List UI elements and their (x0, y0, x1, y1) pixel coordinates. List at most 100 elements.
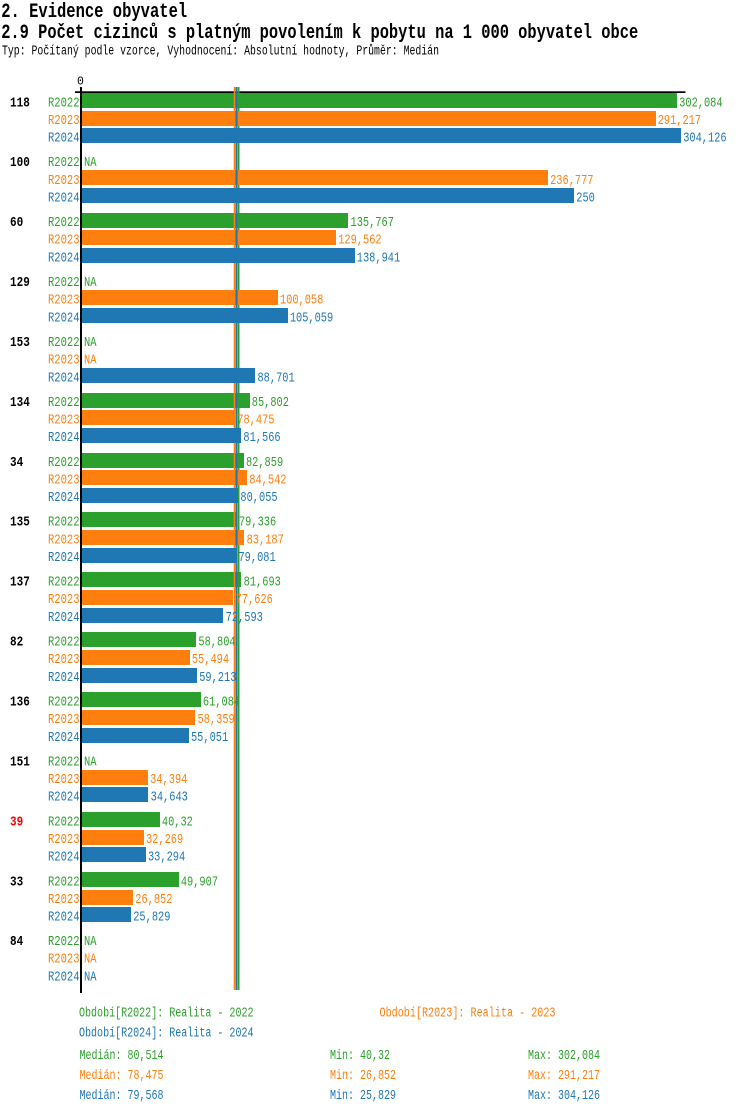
svg-text:88,701: 88,701 (257, 371, 294, 386)
svg-text:R2022: R2022 (48, 96, 80, 111)
svg-text:79,081: 79,081 (238, 551, 275, 566)
svg-text:R2024: R2024 (48, 671, 80, 686)
svg-text:R2022: R2022 (48, 935, 80, 950)
svg-text:61,084: 61,084 (203, 696, 240, 711)
svg-text:R2022: R2022 (48, 576, 80, 591)
svg-text:R2023: R2023 (48, 893, 80, 908)
svg-text:R2023: R2023 (48, 653, 80, 668)
svg-text:NA: NA (84, 336, 97, 351)
svg-text:100: 100 (10, 156, 30, 171)
svg-text:40,32: 40,32 (162, 815, 193, 830)
svg-text:R2024: R2024 (48, 431, 80, 446)
svg-text:R2023: R2023 (48, 174, 80, 189)
svg-text:34,394: 34,394 (150, 773, 187, 788)
svg-text:135,767: 135,767 (351, 216, 394, 231)
svg-text:59,213: 59,213 (199, 671, 236, 686)
svg-text:R2023: R2023 (48, 473, 80, 488)
svg-text:Medián: 79,568: Medián: 79,568 (80, 1089, 164, 1104)
svg-text:NA: NA (84, 970, 97, 985)
svg-text:NA: NA (84, 953, 97, 968)
svg-text:291,217: 291,217 (658, 114, 701, 129)
svg-text:R2023: R2023 (48, 713, 80, 728)
svg-text:82: 82 (10, 636, 23, 651)
svg-text:81,693: 81,693 (244, 576, 281, 591)
svg-text:2.9 Počet cizinců s platným po: 2.9 Počet cizinců s platným povolením k … (1, 22, 638, 45)
svg-text:R2023: R2023 (48, 234, 80, 249)
svg-text:R2023: R2023 (48, 593, 80, 608)
svg-text:NA: NA (84, 276, 97, 291)
svg-text:Medián: 78,475: Medián: 78,475 (80, 1069, 164, 1084)
svg-text:34: 34 (10, 456, 23, 471)
svg-text:39: 39 (10, 815, 23, 830)
svg-text:153: 153 (10, 336, 30, 351)
svg-text:R2022: R2022 (48, 216, 80, 231)
svg-text:84,542: 84,542 (249, 473, 286, 488)
svg-text:Min: 25,829: Min: 25,829 (330, 1089, 396, 1104)
svg-text:Typ: Počítaný podle vzorce, Vy: Typ: Počítaný podle vzorce, Vyhodnocení:… (2, 45, 439, 60)
svg-text:Max: 291,217: Max: 291,217 (528, 1069, 600, 1084)
svg-text:R2024: R2024 (48, 611, 80, 626)
svg-text:118: 118 (10, 96, 30, 111)
svg-text:138,941: 138,941 (357, 251, 400, 266)
svg-text:R2023: R2023 (48, 773, 80, 788)
svg-text:85,802: 85,802 (252, 396, 289, 411)
svg-text:32,269: 32,269 (146, 833, 183, 848)
svg-text:R2022: R2022 (48, 156, 80, 171)
svg-text:R2024: R2024 (48, 371, 80, 386)
svg-text:83,187: 83,187 (247, 533, 284, 548)
svg-text:33: 33 (10, 875, 23, 890)
svg-text:151: 151 (10, 755, 30, 770)
svg-text:R2022: R2022 (48, 336, 80, 351)
svg-text:R2022: R2022 (48, 696, 80, 711)
svg-text:25,829: 25,829 (133, 911, 170, 926)
svg-text:NA: NA (84, 156, 97, 171)
svg-text:84: 84 (10, 935, 23, 950)
svg-text:R2023: R2023 (48, 533, 80, 548)
svg-text:R2024: R2024 (48, 491, 80, 506)
svg-text:105,059: 105,059 (290, 311, 333, 326)
svg-text:R2022: R2022 (48, 636, 80, 651)
svg-text:R2024: R2024 (48, 970, 80, 985)
svg-text:Max: 304,126: Max: 304,126 (528, 1089, 600, 1104)
svg-text:R2024: R2024 (48, 251, 80, 266)
svg-text:R2023: R2023 (48, 354, 80, 369)
svg-text:R2024: R2024 (48, 911, 80, 926)
svg-text:134: 134 (10, 396, 30, 411)
svg-text:129,562: 129,562 (338, 234, 381, 249)
svg-text:302,084: 302,084 (679, 96, 722, 111)
svg-text:R2022: R2022 (48, 875, 80, 890)
svg-text:NA: NA (84, 354, 97, 369)
svg-text:34,643: 34,643 (151, 791, 188, 806)
svg-text:R2022: R2022 (48, 276, 80, 291)
svg-text:Medián: 80,514: Medián: 80,514 (80, 1049, 164, 1064)
svg-text:R2023: R2023 (48, 294, 80, 309)
svg-text:136: 136 (10, 696, 30, 711)
svg-text:55,051: 55,051 (191, 731, 228, 746)
svg-text:304,126: 304,126 (683, 132, 726, 147)
svg-text:Max: 302,084: Max: 302,084 (528, 1049, 600, 1064)
svg-text:72,593: 72,593 (226, 611, 263, 626)
svg-text:58,804: 58,804 (198, 636, 235, 651)
svg-text:82,859: 82,859 (246, 456, 283, 471)
svg-text:R2024: R2024 (48, 791, 80, 806)
svg-text:26,852: 26,852 (135, 893, 172, 908)
svg-text:R2024: R2024 (48, 311, 80, 326)
svg-text:NA: NA (84, 755, 97, 770)
svg-text:Období[R2023]: Realita - 2023: Období[R2023]: Realita - 2023 (380, 1007, 556, 1022)
svg-text:NA: NA (84, 935, 97, 950)
svg-text:R2024: R2024 (48, 731, 80, 746)
svg-text:R2024: R2024 (48, 851, 80, 866)
svg-text:R2022: R2022 (48, 396, 80, 411)
svg-text:100,058: 100,058 (280, 294, 323, 309)
svg-text:55,494: 55,494 (192, 653, 229, 668)
svg-text:Min: 26,852: Min: 26,852 (330, 1069, 396, 1084)
svg-text:Období[R2022]: Realita - 2022: Období[R2022]: Realita - 2022 (79, 1007, 254, 1022)
svg-text:49,907: 49,907 (181, 875, 218, 890)
svg-text:33,294: 33,294 (148, 851, 185, 866)
svg-text:129: 129 (10, 276, 30, 291)
svg-text:77,626: 77,626 (236, 593, 273, 608)
svg-text:60: 60 (10, 216, 23, 231)
svg-text:236,777: 236,777 (550, 174, 593, 189)
svg-text:137: 137 (10, 576, 30, 591)
svg-text:2. Evidence obyvatel: 2. Evidence obyvatel (1, 1, 187, 24)
